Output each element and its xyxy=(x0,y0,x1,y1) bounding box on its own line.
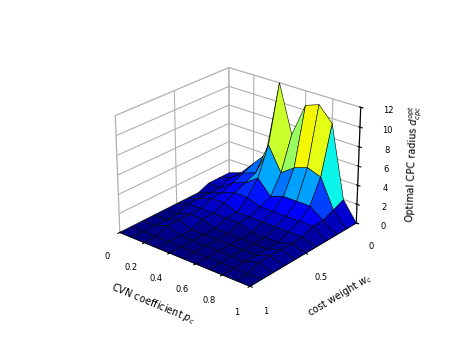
X-axis label: CVN coefficient $p_c$: CVN coefficient $p_c$ xyxy=(109,280,197,327)
Y-axis label: cost weight $w_c$: cost weight $w_c$ xyxy=(305,271,375,321)
